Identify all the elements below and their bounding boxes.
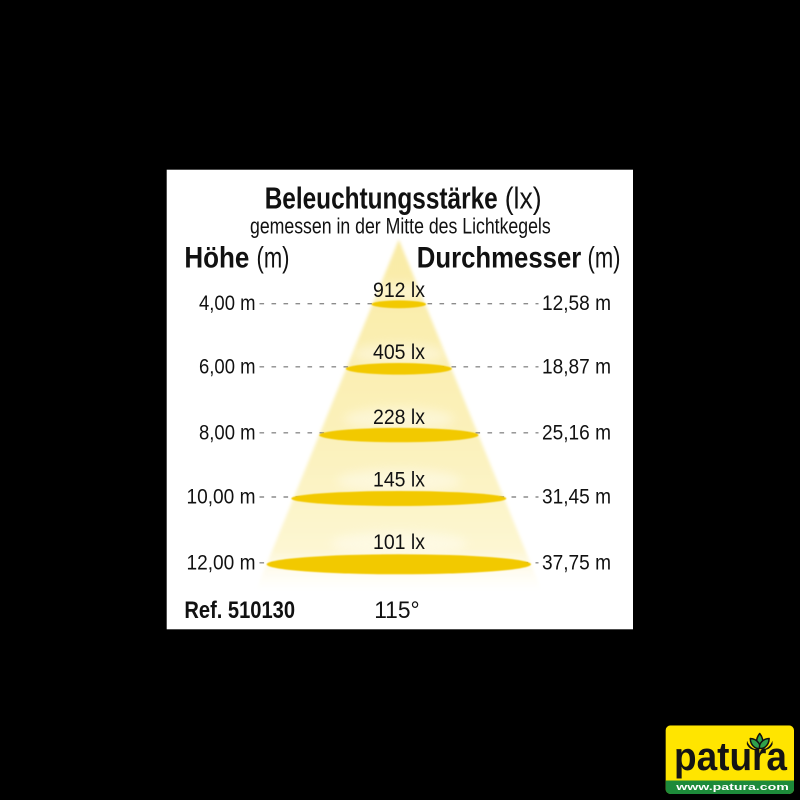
svg-text:101 lx: 101 lx <box>373 530 425 554</box>
svg-text:8,00 m: 8,00 m <box>199 420 256 444</box>
svg-text:912 lx: 912 lx <box>373 278 425 302</box>
svg-text:4,00 m: 4,00 m <box>199 291 256 315</box>
svg-text:(m): (m) <box>588 241 621 274</box>
svg-text:Durchmesser: Durchmesser <box>417 241 582 274</box>
svg-text:12,00 m: 12,00 m <box>187 550 256 574</box>
svg-text:228 lx: 228 lx <box>373 405 425 429</box>
svg-text:115°: 115° <box>374 597 419 624</box>
svg-text:Ref. 510130: Ref. 510130 <box>184 597 295 624</box>
svg-text:(m): (m) <box>257 241 290 274</box>
svg-text:patura: patura <box>674 735 788 779</box>
svg-text:www.patura.com: www.patura.com <box>675 782 789 793</box>
svg-text:12,58 m: 12,58 m <box>542 291 611 315</box>
svg-text:31,45 m: 31,45 m <box>542 485 611 509</box>
svg-text:37,75 m: 37,75 m <box>542 550 611 574</box>
svg-text:18,87 m: 18,87 m <box>542 354 611 378</box>
svg-text:(lx): (lx) <box>505 181 542 216</box>
svg-text:145 lx: 145 lx <box>373 468 425 492</box>
svg-text:Höhe: Höhe <box>184 241 249 274</box>
svg-text:405 lx: 405 lx <box>373 340 425 364</box>
svg-text:gemessen in der Mitte des Lich: gemessen in der Mitte des Lichtkegels <box>250 213 551 238</box>
svg-text:10,00 m: 10,00 m <box>187 485 256 509</box>
svg-text:25,16 m: 25,16 m <box>542 420 611 444</box>
svg-text:Beleuchtungsstärke: Beleuchtungsstärke <box>265 181 498 216</box>
svg-text:6,00 m: 6,00 m <box>199 354 256 378</box>
